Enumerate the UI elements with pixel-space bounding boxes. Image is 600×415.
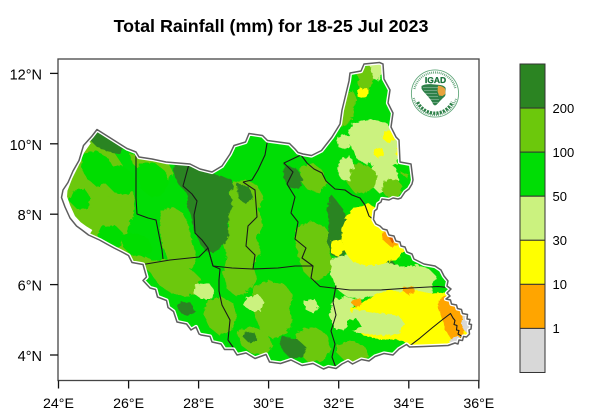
svg-text:26°E: 26°E bbox=[113, 396, 144, 412]
svg-text:28°E: 28°E bbox=[183, 396, 214, 412]
svg-text:50: 50 bbox=[553, 189, 567, 204]
svg-text:IGAD: IGAD bbox=[425, 75, 446, 85]
svg-text:200: 200 bbox=[553, 101, 575, 116]
svg-text:36°E: 36°E bbox=[463, 396, 494, 412]
svg-text:10°N: 10°N bbox=[10, 138, 42, 154]
svg-text:4°N: 4°N bbox=[18, 349, 42, 365]
svg-text:12°N: 12°N bbox=[10, 67, 42, 83]
svg-text:8°N: 8°N bbox=[18, 208, 42, 224]
svg-text:Total Rainfall (mm) for 18-25: Total Rainfall (mm) for 18-25 Jul 2023 bbox=[114, 16, 429, 36]
svg-text:24°E: 24°E bbox=[43, 396, 74, 412]
svg-text:10: 10 bbox=[553, 277, 567, 292]
svg-text:32°E: 32°E bbox=[323, 396, 354, 412]
svg-text:30°E: 30°E bbox=[253, 396, 284, 412]
svg-text:34°E: 34°E bbox=[393, 396, 424, 412]
svg-text:30: 30 bbox=[553, 233, 567, 248]
svg-text:100: 100 bbox=[553, 145, 575, 160]
svg-text:1: 1 bbox=[553, 321, 560, 336]
svg-text:6°N: 6°N bbox=[18, 279, 42, 295]
